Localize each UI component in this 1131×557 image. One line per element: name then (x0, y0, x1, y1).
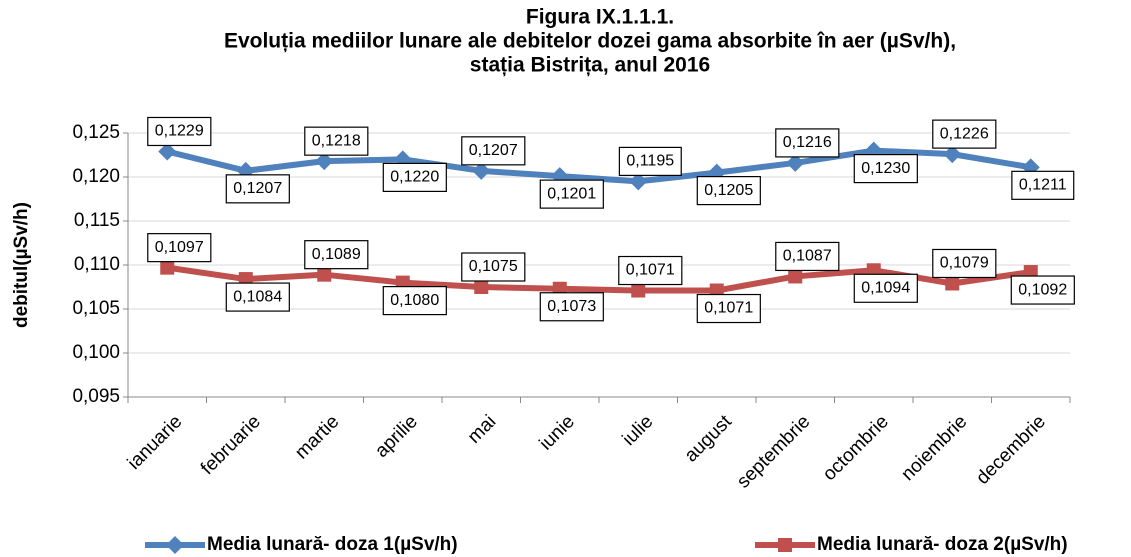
x-tick-label: octombrie (819, 411, 893, 485)
data-label: 0,1084 (233, 288, 282, 305)
chart-title: Evoluția mediilor lunare ale debitelor d… (224, 30, 956, 53)
label-box (539, 179, 604, 209)
legend-label: Media lunară- doza 1(µSv/h) (207, 534, 458, 555)
y-tick-label: 0,125 (72, 122, 120, 143)
label-box (304, 240, 369, 270)
chart-title: Figura IX.1.1.1. (526, 6, 674, 29)
line (166, 264, 1032, 294)
marker (631, 283, 646, 298)
data-label: 0,1211 (1019, 177, 1067, 194)
marker (786, 153, 805, 172)
label-box (696, 176, 761, 206)
x-tick-label: aprilie (371, 411, 422, 462)
data-label: 0,1230 (861, 160, 910, 177)
marker (945, 276, 960, 291)
data-label: 0,1226 (940, 125, 989, 142)
data-label: 0,1207 (469, 142, 518, 159)
data-label: 0,1207 (233, 180, 282, 197)
marker (943, 145, 962, 164)
line (166, 147, 1032, 185)
marker (629, 172, 648, 191)
label-box (618, 146, 682, 176)
marker (472, 161, 491, 180)
x-tick-label: noiembrie (897, 411, 971, 485)
label-box (775, 128, 840, 158)
legend-marker (166, 536, 184, 554)
x-tick-label: iulie (619, 411, 658, 450)
data-label: 0,1205 (704, 182, 753, 199)
data-label: 0,1195 (626, 153, 674, 170)
label-box (461, 252, 526, 282)
data-label: 0,1079 (940, 255, 989, 272)
data-label: 0,1071 (626, 262, 675, 279)
legend-label: Media lunară- doza 2(µSv/h) (817, 534, 1068, 555)
data-label: 0,1220 (390, 169, 439, 186)
legend-marker (778, 538, 792, 552)
data-label: 0,1201 (547, 185, 596, 202)
y-tick-label: 0,115 (74, 210, 120, 231)
label-box (461, 136, 526, 166)
label-box (382, 286, 447, 316)
marker (788, 269, 803, 284)
label-box (147, 116, 212, 147)
y-tick-label: 0,110 (74, 254, 120, 275)
label-box (1010, 275, 1075, 305)
marker (160, 260, 175, 275)
label-box (382, 162, 447, 192)
y-tick-label: 0,105 (72, 298, 120, 319)
data-label: 0,1080 (390, 292, 439, 309)
data-label: 0,1071 (704, 300, 753, 317)
data-label: 0,1073 (547, 298, 596, 315)
data-label: 0,1094 (861, 279, 910, 296)
label-box (932, 119, 997, 149)
marker (474, 280, 489, 294)
label-box (853, 273, 918, 303)
label-box (932, 248, 997, 279)
x-tick-label: februarie (197, 411, 265, 479)
x-tick-label: mai (464, 411, 501, 448)
label-box (539, 292, 604, 322)
y-tick-label: 0,120 (72, 166, 120, 187)
label-box (147, 233, 212, 263)
x-tick-label: septembrie (733, 411, 814, 492)
data-label: 0,1229 (155, 123, 204, 140)
marker (317, 267, 332, 282)
chart-title: stația Bistrița, anul 2016 (470, 54, 710, 77)
label-box (225, 174, 290, 204)
label-box (304, 126, 369, 156)
data-label: 0,1075 (469, 258, 518, 275)
label-box (775, 241, 840, 272)
x-tick-label: iunie (536, 411, 579, 454)
data-label: 0,1097 (155, 239, 204, 256)
data-label: 0,1218 (312, 132, 361, 149)
y-tick-label: 0,100 (72, 342, 120, 363)
x-tick-label: august (681, 411, 737, 467)
label-box (696, 293, 761, 324)
data-label: 0,1092 (1018, 281, 1067, 298)
marker (315, 152, 334, 171)
data-label: 0,1087 (783, 248, 832, 265)
marker (158, 142, 177, 161)
x-tick-label: martie (291, 411, 343, 463)
y-axis-label: debitul(µSv/h) (11, 202, 32, 328)
label-box (225, 282, 290, 312)
label-box (853, 154, 918, 184)
data-label: 0,1089 (312, 246, 361, 263)
y-tick-label: 0,095 (72, 386, 120, 407)
label-box (618, 255, 683, 286)
x-tick-label: ianuarie (124, 411, 187, 474)
x-tick-label: decembrie (972, 411, 1050, 489)
data-label: 0,1216 (783, 134, 832, 151)
label-box (1011, 170, 1075, 200)
